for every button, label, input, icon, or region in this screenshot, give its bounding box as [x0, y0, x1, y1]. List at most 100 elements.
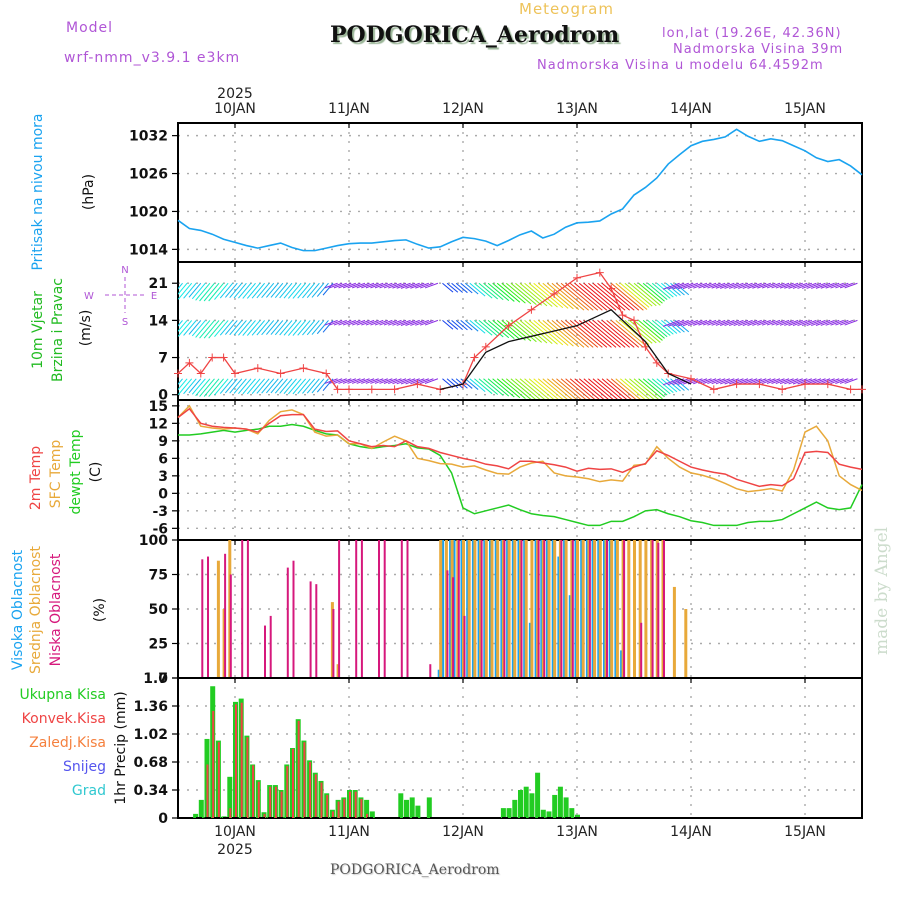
wind-barb — [702, 319, 717, 326]
wind-barb — [560, 320, 594, 348]
wind-barb — [474, 320, 493, 336]
wind-barb — [661, 378, 678, 393]
temp-line-2m-temp — [177, 407, 863, 488]
wind-barb — [610, 320, 644, 348]
top-day-label: 14JAN — [670, 101, 712, 117]
wind-barb — [820, 319, 835, 326]
wind-barb — [601, 282, 635, 311]
cloud-bar — [473, 540, 477, 678]
wind-speed-marker — [231, 369, 239, 378]
wind-barb — [329, 282, 343, 289]
wind-barb — [229, 282, 243, 299]
wind-barb — [342, 282, 357, 289]
wind-speed-marker — [846, 385, 855, 394]
cloud-bar — [201, 559, 204, 678]
y-tick-label: 12 — [149, 416, 168, 432]
precip-bar-conv — [269, 786, 272, 818]
cloud-bar — [503, 540, 506, 678]
precip-bar-conv — [252, 765, 255, 818]
wind-barb — [492, 378, 515, 398]
wind-barb — [811, 378, 826, 385]
cloud-bar — [332, 609, 335, 678]
wind-barb — [667, 282, 685, 290]
precip-bar-conv — [257, 781, 260, 818]
model-name: wrf-nmm_v3.9.1 e3km — [64, 50, 241, 66]
wind-barb — [524, 320, 553, 345]
cloud-bar — [269, 615, 272, 678]
wind-speed-marker — [823, 380, 832, 389]
wind-barb — [191, 282, 206, 300]
wind-barb — [302, 320, 316, 336]
y-tick-label: 100 — [139, 533, 168, 549]
wind-barb — [661, 282, 678, 297]
precip-bar-total — [546, 811, 552, 818]
cloud-bar — [452, 577, 455, 678]
wind-barb — [766, 378, 781, 384]
y-tick-label: 50 — [149, 602, 169, 618]
wind-barb — [515, 378, 542, 400]
wind-speed-marker — [299, 364, 308, 373]
wind-barb — [370, 319, 384, 326]
cloud-bar — [571, 540, 574, 678]
bottom-day-label: 14JAN — [670, 824, 712, 840]
cloud-bar — [400, 540, 403, 678]
precip-bar-conv — [292, 748, 294, 818]
wind-barb — [797, 319, 813, 327]
wind-barb — [588, 320, 621, 348]
wind-barb — [191, 320, 206, 337]
wind-speed-marker — [504, 321, 513, 330]
wind-barb — [788, 282, 803, 289]
temp-axis-title-sfc: SFC Temp — [48, 440, 64, 509]
wind-barb — [537, 282, 569, 309]
wind-speed-marker — [630, 316, 638, 325]
precip-bar-total — [227, 776, 233, 818]
wind-barb — [715, 378, 730, 385]
compass-n: N — [121, 265, 128, 276]
wind-barb — [547, 378, 574, 400]
y-tick-label: 9 — [158, 434, 168, 450]
temp-line-sfc-temp — [177, 404, 863, 493]
wind-barb — [771, 378, 785, 384]
wind-barb — [606, 282, 640, 311]
wind-speed-marker — [174, 369, 182, 378]
cloud-bar — [560, 540, 563, 678]
wind-barb — [415, 319, 429, 326]
cloud-bar — [378, 540, 380, 678]
wind-barb — [256, 320, 270, 336]
wind-barb — [178, 282, 183, 290]
wind-barb — [487, 320, 510, 339]
wind-barb — [733, 319, 749, 327]
wind-speed-marker — [527, 305, 536, 314]
wind-barb — [830, 378, 844, 385]
wind-barb — [302, 378, 316, 394]
wind-barb — [342, 319, 357, 326]
wind-barb — [324, 282, 338, 289]
wind-barb — [419, 378, 434, 385]
wind-barb — [752, 319, 767, 326]
precip-bar-total — [569, 808, 575, 818]
model-label: Model — [66, 20, 114, 36]
wind-barb — [633, 282, 661, 306]
wind-barb — [283, 282, 297, 299]
wind-barb — [766, 282, 781, 289]
wind-speed-marker — [196, 369, 205, 378]
cloud-bar — [441, 540, 445, 678]
bottom-day-label: 13JAN — [556, 824, 598, 840]
wind-barb — [597, 320, 631, 348]
wind-barb — [392, 282, 407, 289]
wind-speed-line — [440, 308, 692, 391]
wind-barb — [219, 378, 234, 394]
wind-barb — [400, 319, 416, 326]
y-tick-label: 15 — [149, 399, 168, 415]
wind-barb — [361, 282, 375, 289]
bottom-day-label: 12JAN — [442, 824, 484, 840]
wind-barb — [474, 378, 493, 395]
wind-barb — [361, 378, 375, 384]
wind-barb — [761, 319, 776, 326]
wind-barb — [574, 282, 608, 311]
cloud-bar — [360, 540, 363, 678]
wind-barb — [825, 319, 840, 326]
wind-barb — [742, 282, 758, 289]
wind-barb — [615, 282, 648, 310]
precip-bar-total — [500, 808, 506, 818]
